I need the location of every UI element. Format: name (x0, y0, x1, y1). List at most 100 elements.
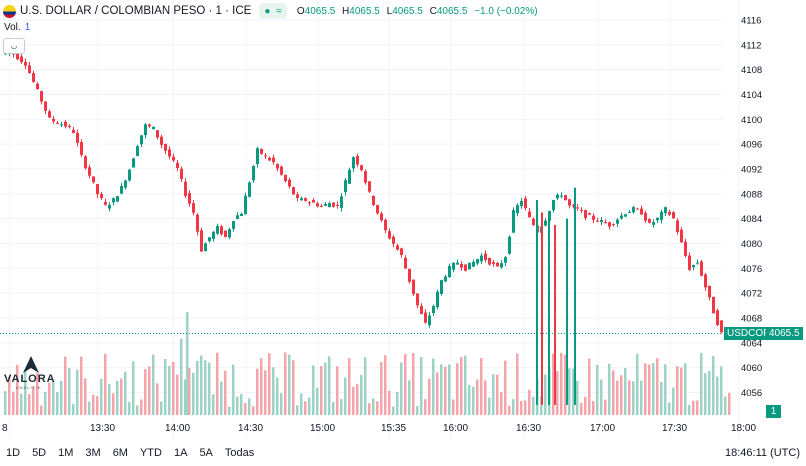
candle-body (272, 157, 275, 163)
spike-candle (574, 187, 576, 405)
volume-bar (700, 352, 703, 415)
candle-body (16, 53, 19, 60)
candle-body (612, 224, 615, 226)
candle-body (564, 195, 567, 201)
candle-body (504, 257, 507, 263)
volume-bar (672, 387, 675, 415)
range-button-1d[interactable]: 1D (6, 447, 21, 459)
range-button-6m[interactable]: 6M (112, 447, 128, 459)
range-button-5d[interactable]: 5D (32, 447, 47, 459)
range-button-3m[interactable]: 3M (85, 447, 101, 459)
volume-bar (12, 391, 15, 415)
candle-body (124, 180, 127, 188)
logo-mark-icon (23, 356, 39, 373)
volume-bar (224, 370, 227, 415)
volume-bar (32, 386, 35, 415)
volume-bar (520, 401, 523, 415)
candle-body (128, 169, 131, 181)
volume-bar (132, 361, 135, 415)
volume-bar (376, 401, 379, 415)
candle-body (44, 101, 47, 111)
volume-bar (60, 380, 63, 415)
candle-body (480, 255, 483, 262)
volume-bar (4, 391, 7, 415)
volume-bar (540, 395, 543, 415)
candle-body (28, 65, 31, 74)
volume-bar (168, 365, 171, 415)
candle-body (24, 61, 27, 66)
volume-bar (660, 381, 663, 415)
price-tick-label: 4112 (741, 40, 761, 51)
candle-body (332, 202, 335, 207)
eye-toggle-icon[interactable]: ◡ (3, 38, 25, 54)
range-button-5a[interactable]: 5A (199, 447, 213, 459)
volume-bar (212, 394, 215, 415)
candle-body (180, 168, 183, 179)
range-button-1a[interactable]: 1A (173, 447, 188, 459)
candle-body (660, 211, 663, 220)
volume-bar (604, 399, 607, 415)
volume-bar (148, 366, 151, 415)
candle-body (48, 111, 51, 118)
candle-body (340, 196, 343, 208)
volume-bar (428, 378, 431, 415)
range-button-todas[interactable]: Todas (224, 447, 255, 459)
clock[interactable]: 18:46:11 (UTC) (725, 447, 800, 459)
candle-body (200, 230, 203, 252)
colombia-flag-icon (3, 4, 16, 18)
candle-body (632, 207, 635, 213)
volume-bar (496, 374, 499, 415)
range-button-1m[interactable]: 1M (58, 447, 74, 459)
range-toolbar: 1D 5D 1M 3M 6M YTD 1A 5A Todas 18:46:11 (UTC) (0, 443, 806, 463)
volume-bar (348, 358, 351, 415)
candle-body (132, 158, 135, 168)
volume-bar (344, 377, 347, 415)
volume-bars (4, 312, 731, 415)
valora-logo: VALORA ANALITIK (2, 356, 62, 390)
volume-bar (396, 391, 399, 415)
market-status-pill[interactable]: ● ≈ (259, 3, 287, 19)
candle-body (20, 56, 23, 63)
price-axis: 4116 4112 4108 4104 4100 4096 4092 4088 4084 4080… (741, 16, 762, 400)
volume-bar-peak (186, 312, 189, 415)
candle-body (576, 207, 579, 209)
volume-bar (648, 364, 651, 415)
candle-body (408, 268, 411, 282)
volume-bar (512, 399, 515, 415)
volume-bar (120, 378, 123, 415)
candle-body (704, 274, 707, 288)
volume-bar (260, 358, 263, 415)
candle-body (288, 179, 291, 187)
candle-body (436, 291, 439, 308)
volume-bar (656, 358, 659, 415)
chart-grid (0, 0, 740, 440)
volume-bar (352, 386, 355, 415)
price-tick-label: 4080 (741, 239, 762, 250)
volume-bar (632, 381, 635, 415)
volume-bar (516, 353, 519, 415)
volume-bar (36, 372, 39, 415)
price-tick-label: 4096 (741, 140, 762, 151)
price-tick-label: 4104 (741, 90, 762, 101)
volume-badge: 1 (766, 405, 781, 418)
candle-body (296, 194, 299, 198)
range-button-ytd[interactable]: YTD (139, 447, 162, 459)
symbol-title[interactable]: U.S. DOLLAR / COLOMBIAN PESO · 1 · ICE (20, 5, 252, 17)
volume-bar (360, 374, 363, 415)
candle-body (88, 167, 91, 176)
volume-legend: Vol. 1 (4, 22, 30, 33)
volume-bar (188, 367, 191, 415)
volume-bar (264, 370, 267, 415)
candle-body (136, 146, 139, 156)
volume-bar (64, 356, 67, 415)
candle-body (572, 205, 575, 207)
candle-body (556, 194, 559, 199)
volume-bar (196, 360, 199, 415)
candle-body (84, 156, 87, 169)
candle-body (532, 218, 535, 226)
price-tick-label: 4084 (741, 214, 762, 225)
candle-body (40, 91, 43, 102)
volume-bar (208, 362, 211, 415)
candle-body (92, 176, 95, 183)
